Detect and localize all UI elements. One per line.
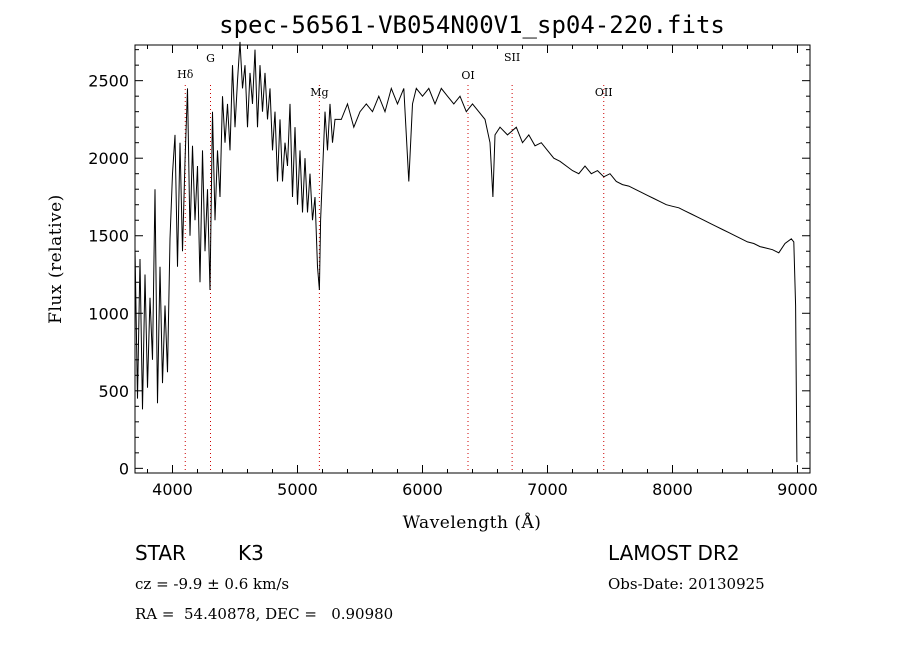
y-axis-label: Flux (relative) [46, 194, 66, 324]
y-tick-label: 2000 [88, 149, 129, 168]
y-tick-label: 1000 [88, 304, 129, 323]
x-axis-ticks: 4000 5000 6000 7000 8000 9000 [147, 45, 818, 499]
chart-title: spec-56561-VB054N00V1_sp04-220.fits [219, 11, 725, 39]
reference-line-label: Hδ [177, 68, 194, 81]
spectral-subclass: K3 [238, 541, 264, 565]
x-tick-label: 7000 [527, 480, 568, 499]
reference-line-label: Mg [310, 86, 328, 99]
coordinates: RA = 54.40878, DEC = 0.90980 [135, 605, 393, 623]
reference-line-label: G [206, 52, 215, 65]
object-class: STAR [135, 541, 186, 565]
reference-line-label: SII [504, 51, 520, 64]
y-axis-ticks: 0 500 1000 1500 2000 2500 [88, 49, 810, 478]
x-tick-label: 6000 [402, 480, 443, 499]
reference-lines: Hδ G Mg OI SII OII [177, 51, 613, 473]
y-tick-label: 0 [119, 459, 129, 478]
reference-line-label: OI [461, 69, 474, 82]
x-tick-label: 4000 [152, 480, 193, 499]
obs-date: Obs-Date: 20130925 [608, 575, 765, 593]
reference-line-label: OII [595, 86, 613, 99]
y-tick-label: 500 [98, 382, 129, 401]
survey-name: LAMOST DR2 [608, 541, 740, 565]
y-tick-label: 2500 [88, 72, 129, 91]
redshift-text: cz = -9.9 ± 0.6 km/s [135, 575, 289, 593]
x-axis-label: Wavelength (Å) [403, 512, 542, 533]
y-tick-label: 1500 [88, 227, 129, 246]
x-tick-label: 8000 [652, 480, 693, 499]
x-tick-label: 9000 [777, 480, 818, 499]
x-tick-label: 5000 [277, 480, 318, 499]
flux-series-line [134, 41, 798, 463]
